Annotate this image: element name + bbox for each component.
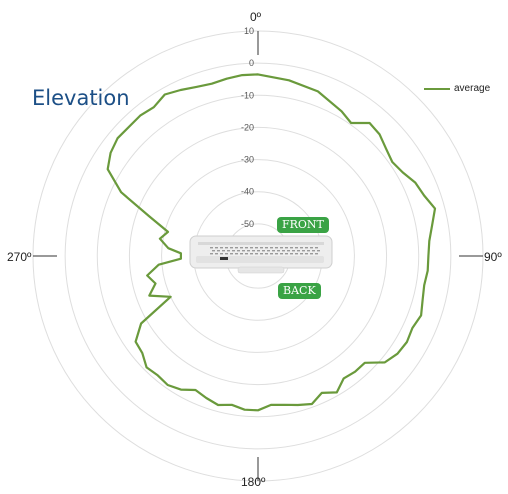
radial-tick--40: -40: [241, 187, 254, 197]
angle-label-0: 0º: [250, 10, 261, 24]
back-label: BACK: [278, 283, 321, 299]
radial-tick--30: -30: [241, 155, 254, 165]
legend-swatch-average: [424, 88, 450, 90]
radial-tick-0: 0: [249, 58, 254, 68]
front-label: FRONT: [277, 217, 329, 233]
radial-tick--20: -20: [241, 122, 254, 132]
angle-label-270: 270º: [7, 250, 31, 264]
angle-label-180: 180º: [241, 475, 265, 489]
radial-tick--10: -10: [241, 90, 254, 100]
access-point-device: [190, 236, 332, 273]
legend: average: [424, 83, 490, 94]
radial-tick--50: -50: [241, 219, 254, 229]
angle-label-90: 90º: [484, 250, 502, 264]
radial-tick-10: 10: [244, 26, 254, 36]
chart-title: Elevation: [32, 86, 130, 110]
legend-label-average: average: [454, 83, 490, 94]
